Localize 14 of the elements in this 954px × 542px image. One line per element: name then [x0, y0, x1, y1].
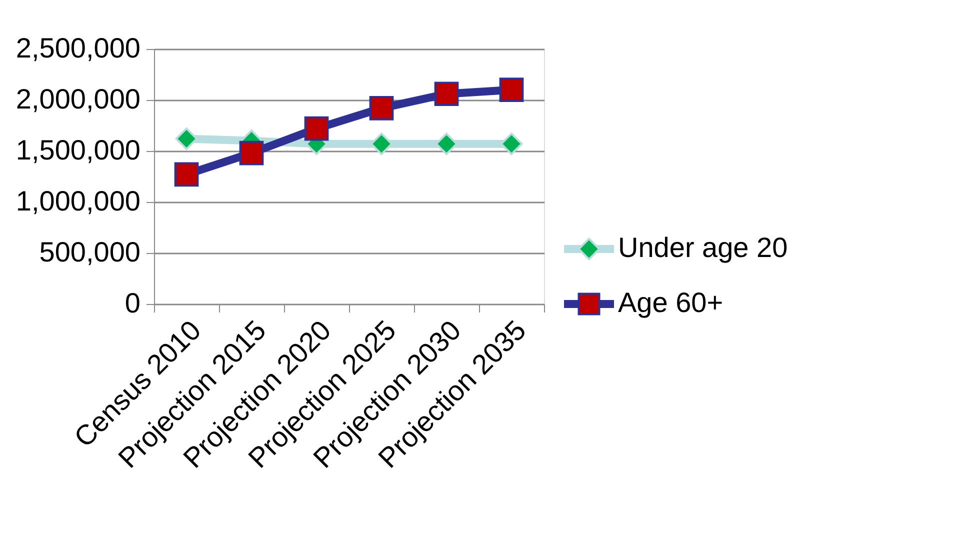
y-tick-label: 500,000 [39, 236, 140, 268]
point [174, 162, 199, 187]
point [369, 96, 394, 120]
point [304, 116, 329, 141]
y-tick-label: 0 [124, 288, 140, 318]
y-tick-label: 2,000,000 [16, 84, 140, 114]
y-tick-label: 1,500,000 [16, 134, 140, 166]
point [434, 82, 459, 106]
legend-label: Age 60+ [618, 287, 724, 318]
legend-label: Under age 20 [618, 232, 788, 263]
y-tick-label: 2,500,000 [16, 32, 140, 64]
y-tick-label: 1,000,000 [16, 186, 140, 216]
point [499, 78, 524, 102]
point [239, 140, 264, 166]
